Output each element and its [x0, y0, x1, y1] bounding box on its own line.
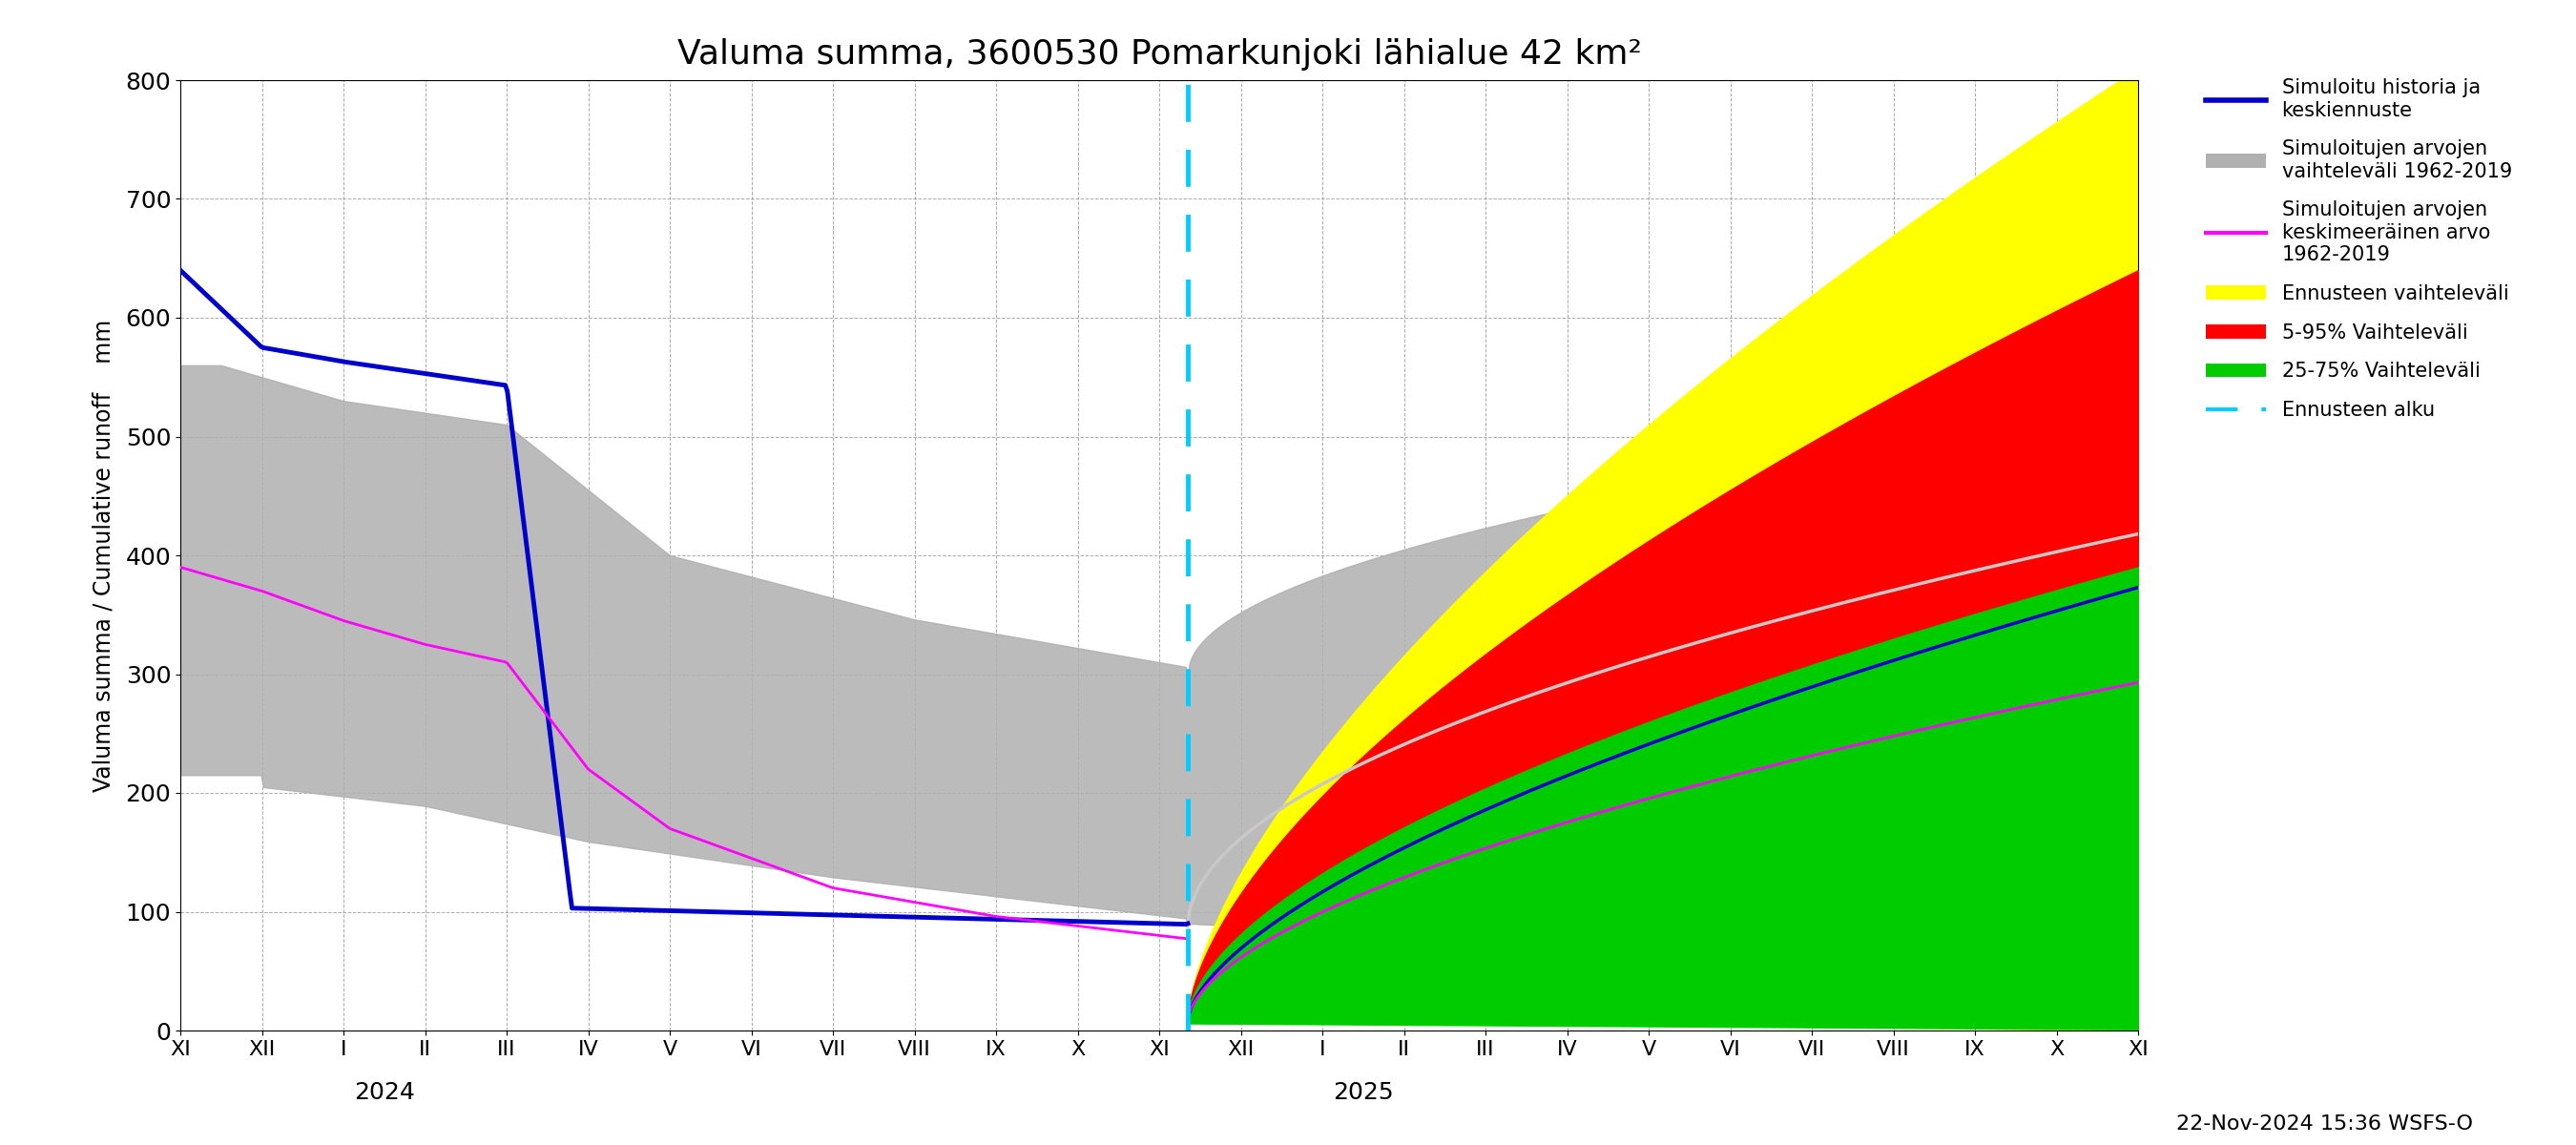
Y-axis label: Valuma summa / Cumulative runoff    mm: Valuma summa / Cumulative runoff mm [93, 319, 116, 791]
Text: 2025: 2025 [1332, 1081, 1394, 1104]
Legend: Simuloitu historia ja
keskiennuste, Simuloitujen arvojen
vaihteleväli 1962-2019,: Simuloitu historia ja keskiennuste, Simu… [2197, 71, 2519, 428]
Text: 22-Nov-2024 15:36 WSFS-O: 22-Nov-2024 15:36 WSFS-O [2177, 1114, 2473, 1134]
Text: 2024: 2024 [353, 1081, 415, 1104]
Title: Valuma summa, 3600530 Pomarkunjoki lähialue 42 km²: Valuma summa, 3600530 Pomarkunjoki lähia… [677, 39, 1641, 71]
